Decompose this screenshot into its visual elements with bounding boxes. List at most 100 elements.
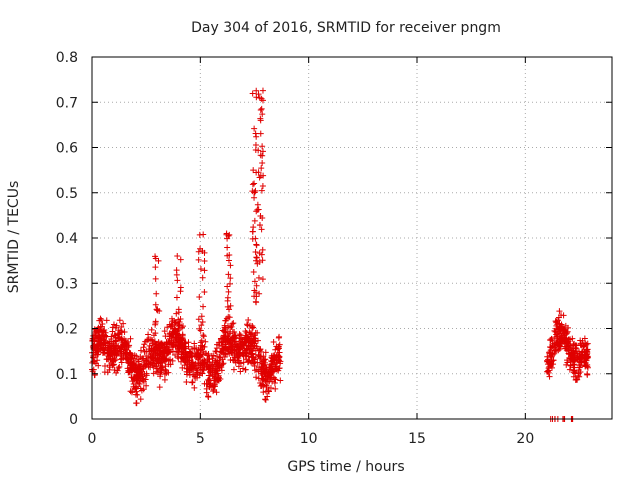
data-point: [161, 344, 168, 351]
data-point: [235, 363, 242, 370]
data-point: [113, 338, 120, 345]
data-point: [257, 212, 264, 219]
data-point: [140, 361, 147, 368]
data-point: [174, 252, 181, 259]
data-point: [160, 347, 167, 354]
data-point: [555, 347, 562, 354]
x-tick-label: 20: [516, 431, 534, 447]
data-point: [209, 355, 216, 362]
data-point: [260, 172, 267, 179]
data-point: [246, 329, 253, 336]
data-point: [205, 350, 212, 357]
data-point: [584, 340, 591, 347]
data-point: [245, 358, 252, 365]
data-point: [244, 359, 251, 366]
data-point: [255, 147, 262, 154]
data-point: [118, 359, 125, 366]
data-point: [262, 396, 269, 403]
data-point: [550, 357, 557, 364]
data-point: [262, 373, 269, 380]
y-tick-label: 0.3: [56, 276, 78, 292]
data-point: [173, 294, 180, 301]
axis-ticks: 0 0.1 0.2 0.3 0.4 0.5 0.6 0.7 0.8 0 5 10 15 20: [56, 50, 612, 447]
data-point: [273, 354, 280, 361]
data-point: [277, 358, 284, 365]
data-point: [231, 333, 238, 340]
data-point: [558, 333, 565, 340]
data-point: [101, 369, 108, 376]
data-point: [221, 354, 228, 361]
data-point: [230, 320, 237, 327]
data-point: [249, 351, 256, 358]
data-point: [254, 201, 261, 208]
data-point: [161, 376, 168, 383]
data-point: [224, 244, 231, 251]
data-point: [235, 355, 242, 362]
data-point: [145, 331, 152, 338]
data-point: [547, 337, 554, 344]
data-point: [224, 332, 231, 339]
data-point: [571, 356, 578, 363]
data-point: [270, 339, 277, 346]
data-point: [252, 141, 259, 148]
data-point: [251, 180, 258, 187]
data-point: [175, 355, 182, 362]
data-point: [249, 235, 256, 242]
data-point: [260, 389, 267, 396]
data-point: [249, 228, 256, 235]
data-point: [106, 366, 113, 373]
data-point: [556, 324, 563, 331]
data-point: [261, 356, 268, 363]
data-point: [555, 342, 562, 349]
data-point: [174, 353, 181, 360]
data-point: [133, 400, 140, 407]
data-point: [229, 341, 236, 348]
data-point: [125, 359, 132, 366]
data-point: [246, 346, 253, 353]
data-point: [139, 373, 146, 380]
data-point: [552, 347, 559, 354]
data-point: [213, 389, 220, 396]
data-point: [560, 326, 567, 333]
data-point: [227, 275, 234, 282]
data-point: [200, 231, 207, 238]
data-point: [259, 97, 266, 104]
data-point: [242, 328, 249, 335]
data-point: [146, 342, 153, 349]
data-point: [569, 344, 576, 351]
data-point: [197, 339, 204, 346]
data-point: [229, 344, 236, 351]
data-point: [272, 346, 279, 353]
data-point: [230, 366, 237, 373]
data-point: [163, 338, 170, 345]
data-point: [200, 303, 207, 310]
data-point: [275, 345, 282, 352]
data-point: [245, 316, 252, 323]
data-point: [136, 381, 143, 388]
data-point: [98, 339, 105, 346]
data-point: [251, 367, 258, 374]
data-point: [118, 324, 125, 330]
data-point: [207, 365, 214, 372]
data-point: [161, 328, 168, 335]
data-point: [237, 368, 244, 375]
data-point: [182, 343, 189, 350]
data-point: [191, 344, 198, 351]
data-point: [242, 366, 249, 373]
data-point: [233, 338, 240, 345]
data-point: [274, 366, 281, 373]
data-point: [546, 373, 553, 380]
data-point: [196, 372, 203, 379]
data-point: [571, 368, 578, 375]
data-point: [240, 352, 247, 359]
data-point: [195, 248, 202, 255]
data-point: [183, 379, 190, 386]
y-tick-label: 0.2: [56, 322, 78, 338]
data-point: [207, 380, 214, 387]
data-point: [97, 346, 104, 353]
data-point: [228, 323, 235, 330]
data-point: [226, 251, 233, 258]
data-point: [173, 271, 180, 278]
data-point: [564, 359, 571, 366]
data-point: [257, 354, 264, 361]
